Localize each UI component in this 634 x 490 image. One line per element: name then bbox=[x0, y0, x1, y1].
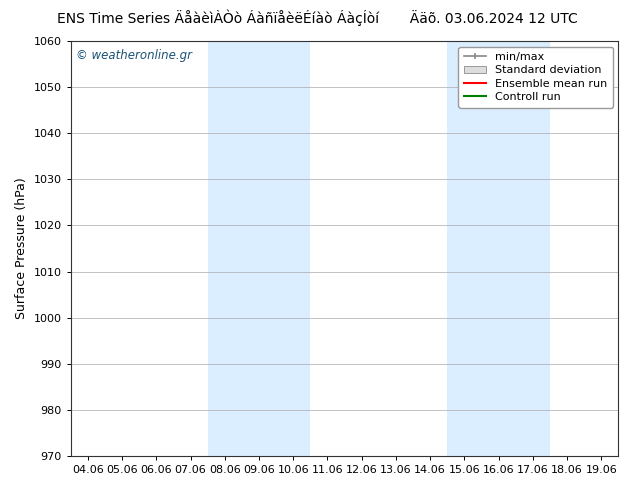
Legend: min/max, Standard deviation, Ensemble mean run, Controll run: min/max, Standard deviation, Ensemble me… bbox=[458, 47, 613, 108]
Text: ENS Time Series ÄåàèìÀÒò ÁàñïåèëÉíàò ÁàçÍòí       Ääõ. 03.06.2024 12 UTC: ENS Time Series ÄåàèìÀÒò ÁàñïåèëÉíàò Áàç… bbox=[56, 10, 578, 26]
Text: © weatheronline.gr: © weatheronline.gr bbox=[76, 49, 192, 62]
Bar bbox=[208, 41, 311, 456]
Y-axis label: Surface Pressure (hPa): Surface Pressure (hPa) bbox=[15, 178, 28, 319]
Bar bbox=[448, 41, 550, 456]
